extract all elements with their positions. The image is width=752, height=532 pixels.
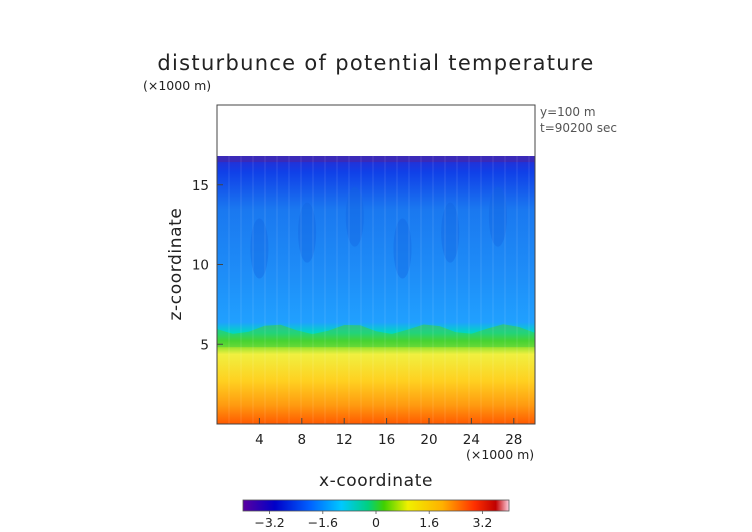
colorbar: [242, 499, 510, 512]
colorbar-tick-label: 1.6: [419, 515, 439, 530]
inversion-wave: [217, 324, 535, 348]
x-tick-label: 4: [255, 432, 264, 448]
colorbar-tick-label: −3.2: [254, 515, 284, 530]
eddy: [441, 202, 460, 263]
x-tick-label: 12: [336, 432, 353, 448]
y-tick-label: 10: [192, 258, 209, 274]
y-axis-label: z-coordinate: [166, 208, 186, 321]
x-tick-label: 20: [420, 432, 437, 448]
colorbar-tick-label: 3.2: [472, 515, 492, 530]
x-tick-label: 28: [505, 432, 522, 448]
colorbar-ticks: −3.2 −1.6 0 1.6 3.2: [254, 511, 492, 530]
y-tick-label: 5: [200, 337, 209, 353]
colorbar-tick-label: 0: [372, 515, 380, 530]
eddy: [488, 186, 507, 247]
x-tick-label: 24: [463, 432, 480, 448]
plot-area: 4 8 12 16 20 24 28 5 10 15: [192, 104, 536, 448]
eddy: [345, 186, 364, 247]
y-axis-unit: (×1000 m): [143, 78, 211, 93]
colorbar-tick-label: −1.6: [308, 515, 338, 530]
x-axis-label: x-coordinate: [319, 471, 433, 491]
field-detail: [217, 156, 535, 424]
x-axis-unit: (×1000 m): [466, 447, 534, 462]
x-tick-label: 8: [298, 432, 307, 448]
eddy: [393, 218, 412, 279]
y-tick-label: 15: [192, 178, 209, 194]
eddy: [250, 218, 269, 279]
annotation-time: t=90200 sec: [540, 121, 617, 135]
top-boundary-band: [217, 156, 535, 163]
x-tick-label: 16: [378, 432, 395, 448]
x-ticks: 4 8 12 16 20 24 28: [255, 418, 522, 448]
y-ticks: 5 10 15: [192, 178, 223, 353]
temperature-field: [217, 156, 535, 425]
eddy: [298, 202, 317, 263]
annotation-y-position: y=100 m: [540, 105, 596, 119]
chart-title: disturbunce of potential temperature: [157, 51, 594, 75]
